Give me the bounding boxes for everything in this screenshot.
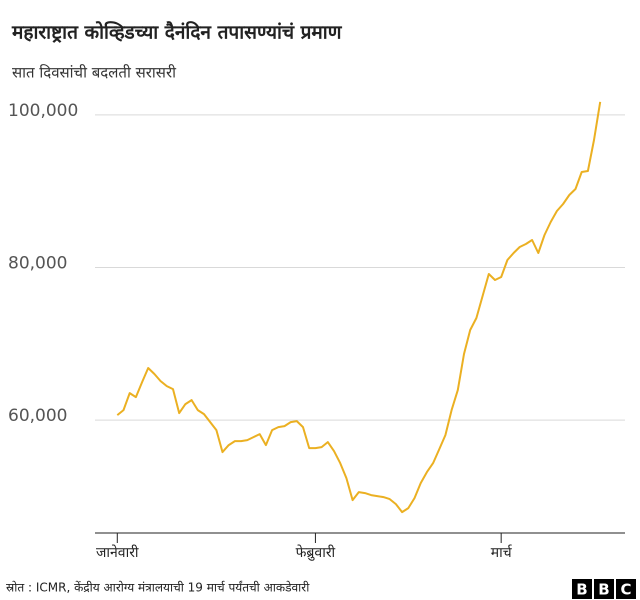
x-tick-label: मार्च <box>491 544 513 561</box>
x-tick-label: फेब्रुवारी <box>296 544 336 561</box>
y-tick-label: 60,000 <box>8 406 67 426</box>
logo-box <box>594 579 614 599</box>
x-tick-label: जानेवारी <box>96 544 139 561</box>
source-note: स्रोत : ICMR, केंद्रीय आरोग्य मंत्रालयाच… <box>6 581 310 595</box>
logo-box <box>572 579 592 599</box>
y-tick-label: 100,000 <box>8 101 78 121</box>
logo-letter: C <box>620 581 631 599</box>
chart-title: महाराष्ट्रात कोव्हिडच्या दैनंदिन तपासण्य… <box>11 21 343 44</box>
logo-letter: B <box>576 581 587 599</box>
logo-letter: B <box>598 581 609 599</box>
logo-box <box>616 579 636 599</box>
data-line <box>116 101 602 514</box>
y-tick-label: 80,000 <box>8 253 67 273</box>
chart-subtitle: सात दिवसांची बदलती सरासरी <box>12 64 177 82</box>
